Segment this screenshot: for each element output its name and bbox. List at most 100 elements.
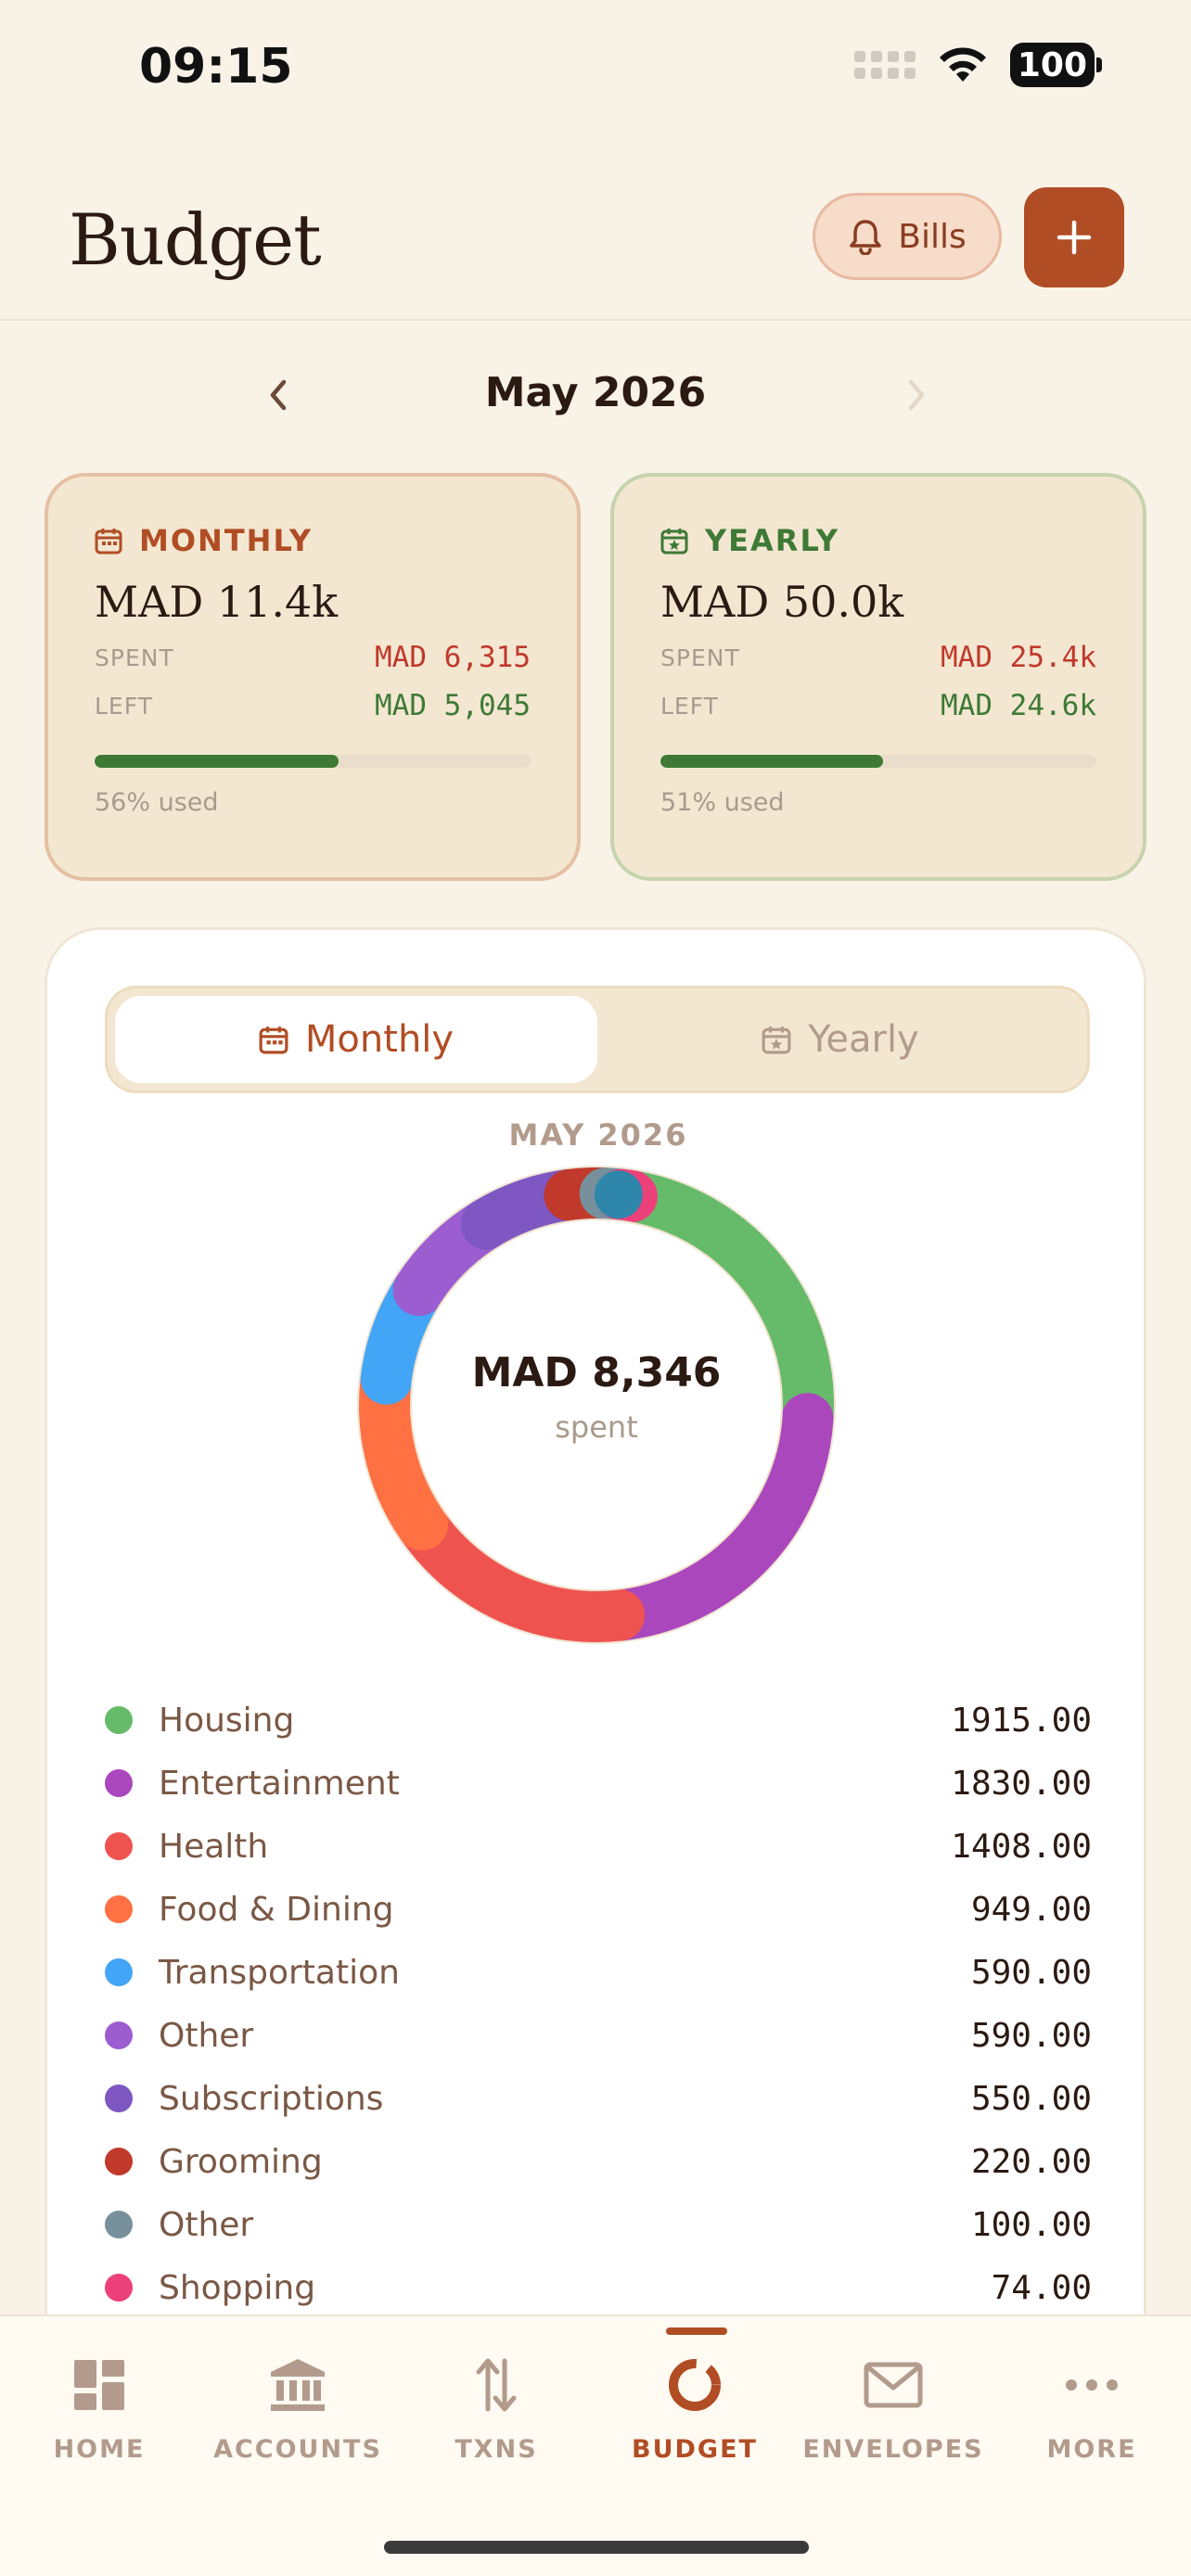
- page-title: Budget: [69, 198, 322, 281]
- yearly-toggle-option[interactable]: Yearly: [599, 996, 1082, 1083]
- legend-item[interactable]: Housing 1915.00: [105, 1689, 1092, 1752]
- envelope-icon: [864, 2362, 923, 2408]
- calendar-star-icon: [762, 1027, 791, 1054]
- legend-color-dot: [105, 1706, 133, 1734]
- donut-center: MAD 8,346 spent: [355, 1349, 838, 1445]
- legend-category-name: Housing: [159, 1701, 295, 1740]
- legend-color-dot: [105, 2274, 133, 2302]
- chevron-left-icon: [270, 379, 287, 411]
- add-button[interactable]: [1024, 187, 1124, 287]
- monthly-progress-fill: [95, 755, 339, 768]
- legend-item[interactable]: Subscriptions 550.00: [105, 2067, 1092, 2130]
- legend-item[interactable]: Other 590.00: [105, 2004, 1092, 2067]
- transfer-arrows-icon: [476, 2358, 517, 2412]
- active-tab-indicator: [666, 2327, 727, 2335]
- status-icons: 100: [853, 43, 1102, 87]
- legend-color-dot: [105, 1958, 133, 1986]
- donut-slice-transportation[interactable]: [355, 1164, 838, 1646]
- chevron-right-icon: [908, 379, 925, 411]
- yearly-left-row: LEFT MAD 24.6k: [660, 689, 1096, 722]
- monthly-progress-bar: [95, 755, 531, 768]
- calendar-icon: [259, 1027, 288, 1054]
- legend-item[interactable]: Food & Dining 949.00: [105, 1878, 1092, 1941]
- total-spent-caption: spent: [555, 1409, 638, 1445]
- tab-envelopes[interactable]: ENVELOPES: [794, 2316, 992, 2502]
- wifi-icon: [939, 47, 986, 82]
- yearly-budget-card[interactable]: YEARLY MAD 50.0k SPENT MAD 25.4k LEFT MA…: [610, 473, 1146, 881]
- yearly-spent-value: MAD 25.4k: [941, 641, 1096, 674]
- monthly-budget-card[interactable]: MONTHLY MAD 11.4k SPENT MAD 6,315 LEFT M…: [45, 473, 581, 881]
- donut-slice-health[interactable]: [355, 1164, 838, 1646]
- monthly-left-value: MAD 5,045: [375, 689, 531, 722]
- yearly-budget-amount: MAD 50.0k: [660, 577, 904, 627]
- monthly-budget-amount: MAD 11.4k: [95, 577, 339, 627]
- legend-category-value: 550.00: [970, 2079, 1092, 2118]
- legend-category-name: Grooming: [159, 2142, 323, 2181]
- spending-chart-card: Monthly Yearly MAY 2026 MAD 8,346 spent …: [45, 927, 1146, 2411]
- chart-period-label: MAY 2026: [508, 1117, 688, 1153]
- legend-category-value: 590.00: [970, 1953, 1092, 1992]
- legend-category-value: 1830.00: [951, 1764, 1092, 1803]
- monthly-card-heading: MONTHLY: [95, 523, 531, 558]
- yearly-card-heading: YEARLY: [660, 523, 1096, 558]
- legend-category-name: Entertainment: [159, 1764, 400, 1803]
- calendar-star-icon: [660, 529, 688, 555]
- tab-accounts[interactable]: ACCOUNTS: [198, 2316, 397, 2502]
- tab-more[interactable]: MORE: [992, 2316, 1191, 2502]
- legend-category-name: Subscriptions: [159, 2079, 384, 2118]
- legend-item[interactable]: Grooming 220.00: [105, 2130, 1092, 2193]
- legend-color-dot: [105, 1769, 133, 1797]
- legend-item[interactable]: Entertainment 1830.00: [105, 1752, 1092, 1815]
- bills-button[interactable]: Bills: [813, 193, 1002, 280]
- legend-category-name: Transportation: [159, 1953, 400, 1992]
- legend-category-value: 74.00: [991, 2268, 1092, 2307]
- legend-category-name: Other: [159, 2205, 254, 2244]
- plus-icon: [1057, 220, 1092, 255]
- spending-donut-chart: [355, 1164, 838, 1646]
- previous-month-button[interactable]: [250, 367, 306, 423]
- legend-category-name: Other: [159, 2016, 254, 2055]
- total-spent-value: MAD 8,346: [471, 1349, 722, 1396]
- bank-icon: [271, 2359, 325, 2411]
- home-grid-icon: [74, 2360, 124, 2410]
- tab-transactions[interactable]: TXNS: [397, 2316, 596, 2502]
- monthly-used-text: 56% used: [95, 788, 219, 817]
- period-toggle: Monthly Yearly: [105, 986, 1090, 1093]
- legend-color-dot: [105, 2085, 133, 2112]
- legend-color-dot: [105, 1832, 133, 1860]
- month-navigator: May 2026: [0, 362, 1191, 427]
- current-month-label: May 2026: [484, 369, 707, 416]
- home-indicator: [384, 2541, 809, 2554]
- tab-budget[interactable]: BUDGET: [596, 2316, 794, 2502]
- legend-item[interactable]: Health 1408.00: [105, 1815, 1092, 1878]
- legend-category-value: 949.00: [970, 1890, 1092, 1929]
- monthly-toggle-option[interactable]: Monthly: [115, 996, 597, 1083]
- next-month-button[interactable]: [889, 367, 944, 423]
- legend-color-dot: [105, 1895, 133, 1923]
- status-bar: 09:15 100: [0, 0, 1191, 139]
- yearly-spent-row: SPENT MAD 25.4k: [660, 641, 1096, 674]
- legend-item[interactable]: Other 100.00: [105, 2193, 1092, 2256]
- legend-category-name: Food & Dining: [159, 1890, 394, 1929]
- legend-item[interactable]: Shopping 74.00: [105, 2256, 1092, 2319]
- bell-icon: [850, 220, 882, 255]
- legend-category-name: Shopping: [159, 2268, 316, 2307]
- bills-label: Bills: [898, 217, 967, 256]
- header: Budget Bills: [0, 176, 1191, 321]
- legend-category-name: Health: [159, 1827, 269, 1866]
- cellular-signal-icon: [853, 51, 916, 79]
- monthly-spent-value: MAD 6,315: [375, 641, 531, 674]
- legend-item[interactable]: Transportation 590.00: [105, 1941, 1092, 2004]
- donut-slice-entertainment[interactable]: [355, 1164, 838, 1646]
- legend-color-dot: [105, 2021, 133, 2049]
- donut-end-cap: [594, 1170, 643, 1219]
- yearly-progress-bar: [660, 755, 1096, 768]
- tab-home[interactable]: HOME: [0, 2316, 198, 2502]
- legend-color-dot: [105, 2148, 133, 2175]
- status-time: 09:15: [139, 39, 293, 95]
- legend-category-value: 1408.00: [951, 1827, 1092, 1866]
- legend-category-value: 590.00: [970, 2016, 1092, 2055]
- legend-category-value: 1915.00: [951, 1701, 1092, 1740]
- more-dots-icon: [1066, 2379, 1118, 2391]
